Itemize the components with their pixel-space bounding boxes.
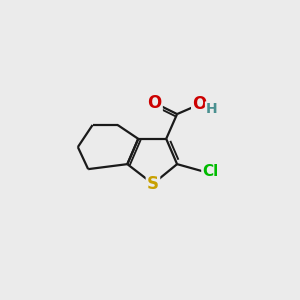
Text: O: O bbox=[192, 95, 207, 113]
Text: O: O bbox=[147, 94, 161, 112]
Text: Cl: Cl bbox=[202, 164, 219, 179]
Text: H: H bbox=[206, 102, 218, 116]
Text: S: S bbox=[147, 175, 159, 193]
